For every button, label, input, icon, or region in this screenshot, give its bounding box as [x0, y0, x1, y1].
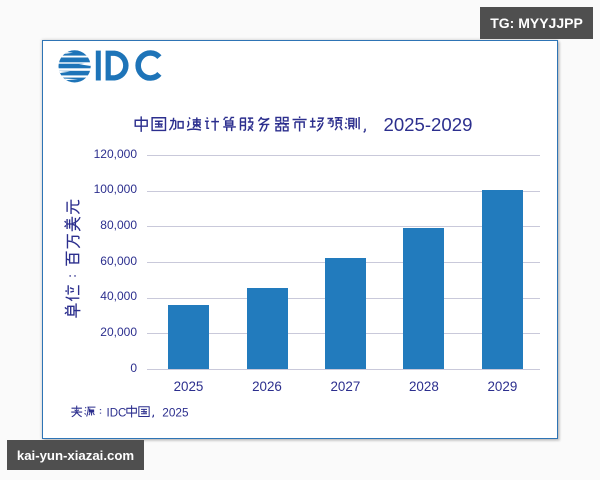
svg-text:2025: 2025	[162, 405, 189, 419]
svg-text:2025-2029: 2025-2029	[384, 114, 473, 135]
svg-text:IDC: IDC	[107, 407, 127, 419]
